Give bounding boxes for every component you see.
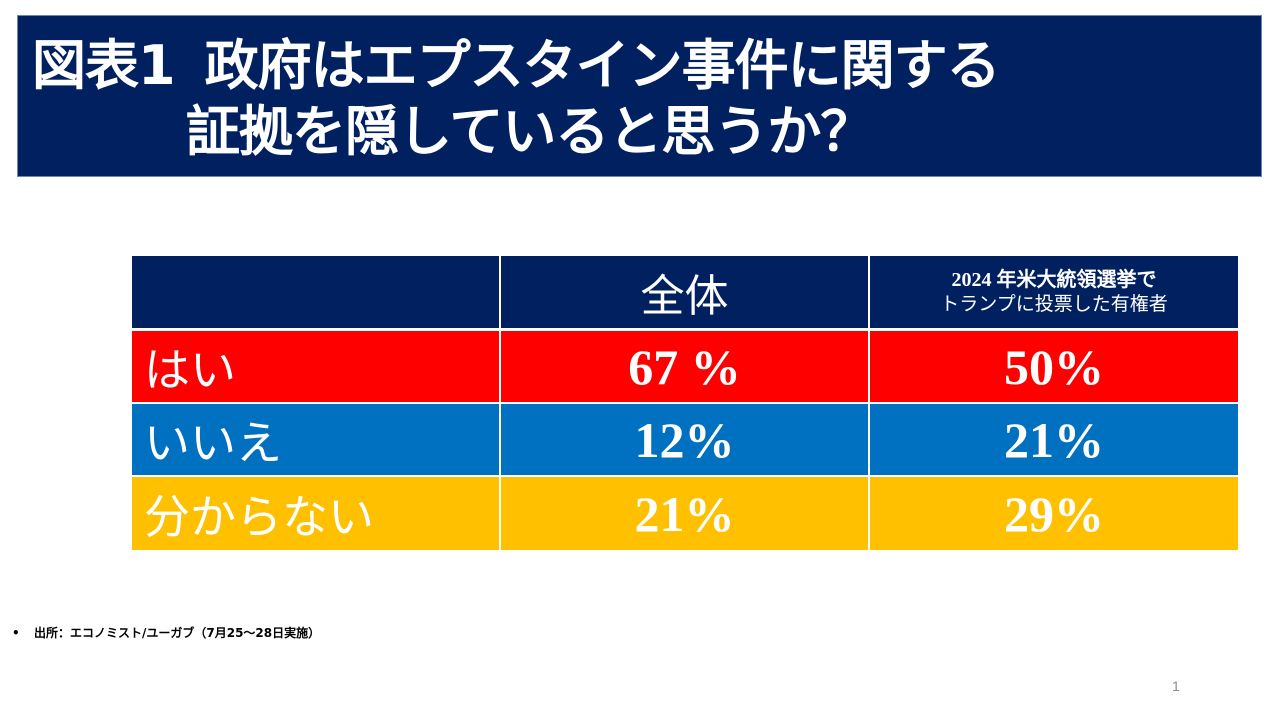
- value-overall: 21%: [501, 477, 870, 550]
- value-overall: 67 %: [501, 331, 870, 402]
- header-trump-voters: 2024 年米大統領選挙で トランプに投票した有権者: [870, 256, 1238, 328]
- table-row-dont-know: 分からない 21% 29%: [132, 477, 1238, 550]
- header-trump-line-1: 2024 年米大統領選挙で: [951, 269, 1157, 291]
- title-line-2: 証拠を隠していると思うか？: [186, 100, 874, 163]
- header-overall: 全体: [501, 256, 870, 328]
- value-trump: 21%: [1004, 411, 1104, 468]
- title-text-1: 政府はエプスタイン事件に関する: [204, 34, 1001, 97]
- header-trump-line-2: トランプに投票した有権者: [940, 293, 1168, 315]
- value-overall: 12%: [501, 404, 870, 475]
- table-row-no: いいえ 12% 21%: [132, 404, 1238, 475]
- bullet-icon: •: [12, 625, 20, 640]
- row-label: 分からない: [132, 477, 501, 550]
- table-row-yes: はい 67 % 50%: [132, 331, 1238, 402]
- table-header-row: 全体 2024 年米大統領選挙で トランプに投票した有権者: [132, 256, 1238, 328]
- value-trump: 50%: [1004, 338, 1104, 395]
- row-label: はい: [132, 331, 501, 402]
- page-number: 1: [1172, 678, 1180, 694]
- row-label: いいえ: [132, 404, 501, 475]
- title-line-1: 図表1 政府はエプスタイン事件に関する: [32, 34, 1001, 98]
- figure-number: 図表1: [32, 34, 176, 97]
- source-note: • 出所：エコノミスト/ユーガブ（7月25～28日実施）: [12, 624, 320, 641]
- title-banner: 図表1 政府はエプスタイン事件に関する 証拠を隠していると思うか？: [17, 15, 1262, 177]
- source-text: 出所：エコノミスト/ユーガブ（7月25～28日実施）: [34, 626, 321, 640]
- header-label-cell: [132, 256, 501, 328]
- value-trump: 29%: [1004, 485, 1104, 542]
